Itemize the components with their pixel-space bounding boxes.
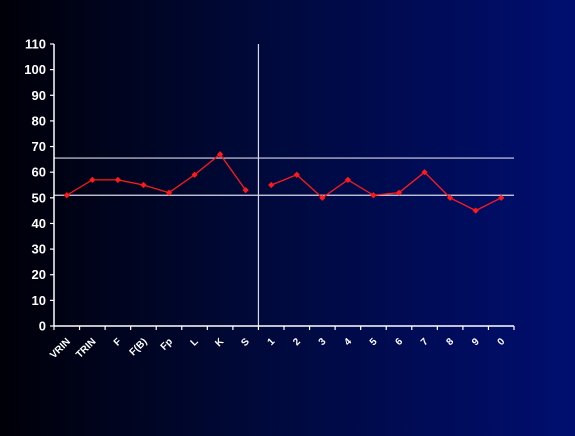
x-tick-label: 4 [342, 336, 354, 348]
axes [53, 44, 514, 327]
x-tick-label: F(B) [128, 336, 150, 358]
y-axis-ticks: 0 10 20 30 40 50 60 70 80 90 100 110 [24, 37, 54, 334]
y-tick-label: 20 [32, 267, 46, 282]
y-tick-label: 0 [39, 319, 46, 334]
data-point-1 [268, 181, 275, 189]
y-tick-label: 40 [32, 216, 46, 231]
x-tick-label: F [112, 336, 124, 348]
data-point-5 [370, 192, 377, 199]
y-tick-label: 90 [32, 88, 46, 103]
data-point-9 [472, 207, 479, 214]
x-tick-label: 5 [368, 336, 380, 348]
data-point-7 [421, 169, 428, 176]
x-tick-label: VRIN [48, 336, 73, 361]
y-tick-label: 50 [32, 190, 46, 205]
x-axis-ticks: VRIN TRIN F F(B) Fp L K S 1 2 3 4 5 6 7 8 9 0 [48, 326, 515, 361]
data-point-TRIN [89, 176, 96, 183]
x-tick-label: 1 [266, 336, 278, 348]
x-tick-label: Fp [159, 336, 175, 352]
data-point-VRIN [63, 192, 70, 199]
x-tick-label: 0 [496, 336, 508, 348]
y-tick-label: 10 [32, 293, 46, 308]
data-point-L [191, 171, 198, 178]
data-point-K [216, 151, 224, 158]
x-tick-label: 9 [470, 336, 482, 348]
x-tick-label: L [189, 336, 201, 348]
y-tick-label: 60 [32, 165, 46, 180]
x-tick-label: 8 [445, 336, 457, 348]
data-point-F(B) [140, 181, 147, 189]
y-tick-label: 110 [25, 37, 46, 52]
y-tick-label: 80 [32, 113, 46, 128]
data-points [63, 151, 505, 214]
series-line-validity [66, 153, 247, 196]
data-point-F [114, 176, 122, 183]
x-tick-label: 2 [291, 336, 303, 348]
x-tick-label: 6 [393, 336, 405, 348]
x-tick-label: 7 [419, 336, 431, 348]
series-line-clinical [270, 171, 502, 212]
x-tick-label: 3 [317, 336, 329, 348]
x-tick-label: S [239, 336, 252, 349]
reference-lines [54, 157, 514, 196]
x-tick-label: K [213, 336, 226, 349]
y-tick-label: 100 [24, 62, 46, 77]
data-point-Fp [165, 189, 173, 196]
x-tick-label: TRIN [74, 336, 98, 360]
y-tick-label: 70 [32, 139, 46, 154]
series-lines [66, 153, 502, 212]
y-tick-label: 30 [32, 242, 46, 257]
